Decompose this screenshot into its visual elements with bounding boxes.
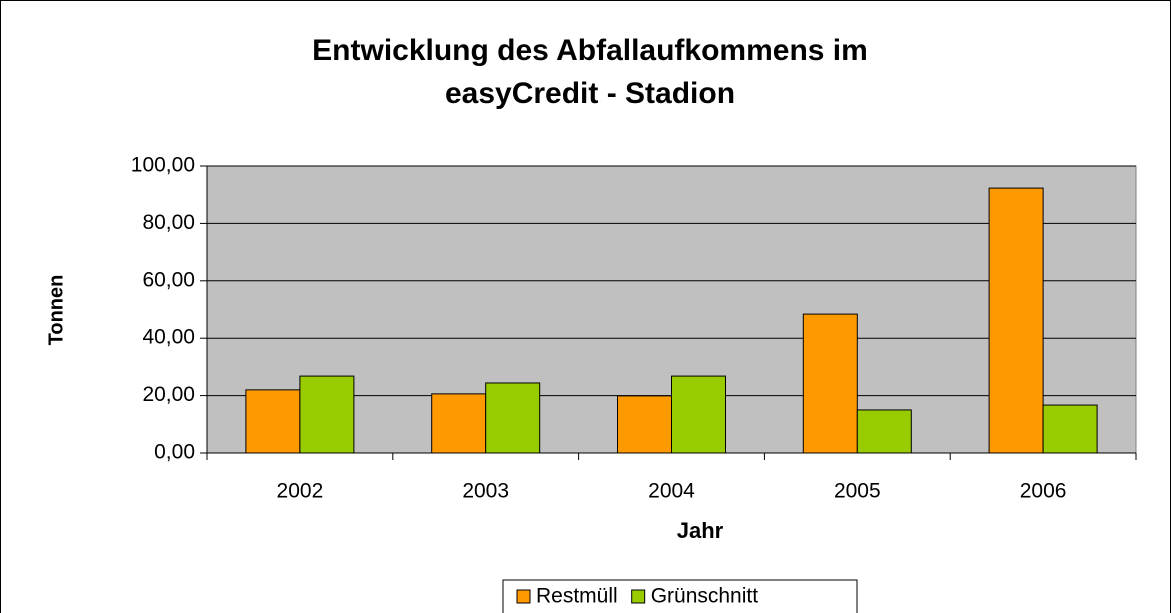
legend-label: Grünschnitt <box>651 585 759 608</box>
legend-label: Restmüll <box>536 585 618 608</box>
bar <box>299 375 355 454</box>
y-tick-label: 80,00 <box>142 211 195 234</box>
x-tick-label: 2006 <box>1020 480 1067 503</box>
legend-box <box>502 579 858 613</box>
bar <box>671 375 726 454</box>
x-tick-label: 2004 <box>648 480 695 503</box>
bar <box>1042 404 1098 454</box>
bar <box>617 395 672 454</box>
bar <box>802 313 858 454</box>
x-tick-label: 2005 <box>834 480 881 503</box>
y-tick-label: 20,00 <box>142 383 195 406</box>
y-tick-label: 0,00 <box>154 441 195 464</box>
bar <box>856 409 912 454</box>
chart-title: Entwicklung des Abfallaufkommens im <box>312 34 868 67</box>
y-tick-label: 40,00 <box>142 326 195 349</box>
x-tick-label: 2002 <box>277 480 324 503</box>
legend-swatch <box>631 589 646 604</box>
bar <box>988 187 1044 454</box>
y-tick-label: 100,00 <box>131 154 195 177</box>
x-tick-label: 2003 <box>462 480 509 503</box>
x-axis-label: Jahr <box>677 518 724 543</box>
bar <box>431 393 487 454</box>
chart-title: easyCredit - Stadion <box>445 77 735 110</box>
bar <box>245 389 301 454</box>
y-tick-label: 60,00 <box>142 268 195 291</box>
legend-swatch <box>516 589 531 604</box>
bar <box>485 382 541 454</box>
y-axis-label: Tonnen <box>45 275 67 346</box>
